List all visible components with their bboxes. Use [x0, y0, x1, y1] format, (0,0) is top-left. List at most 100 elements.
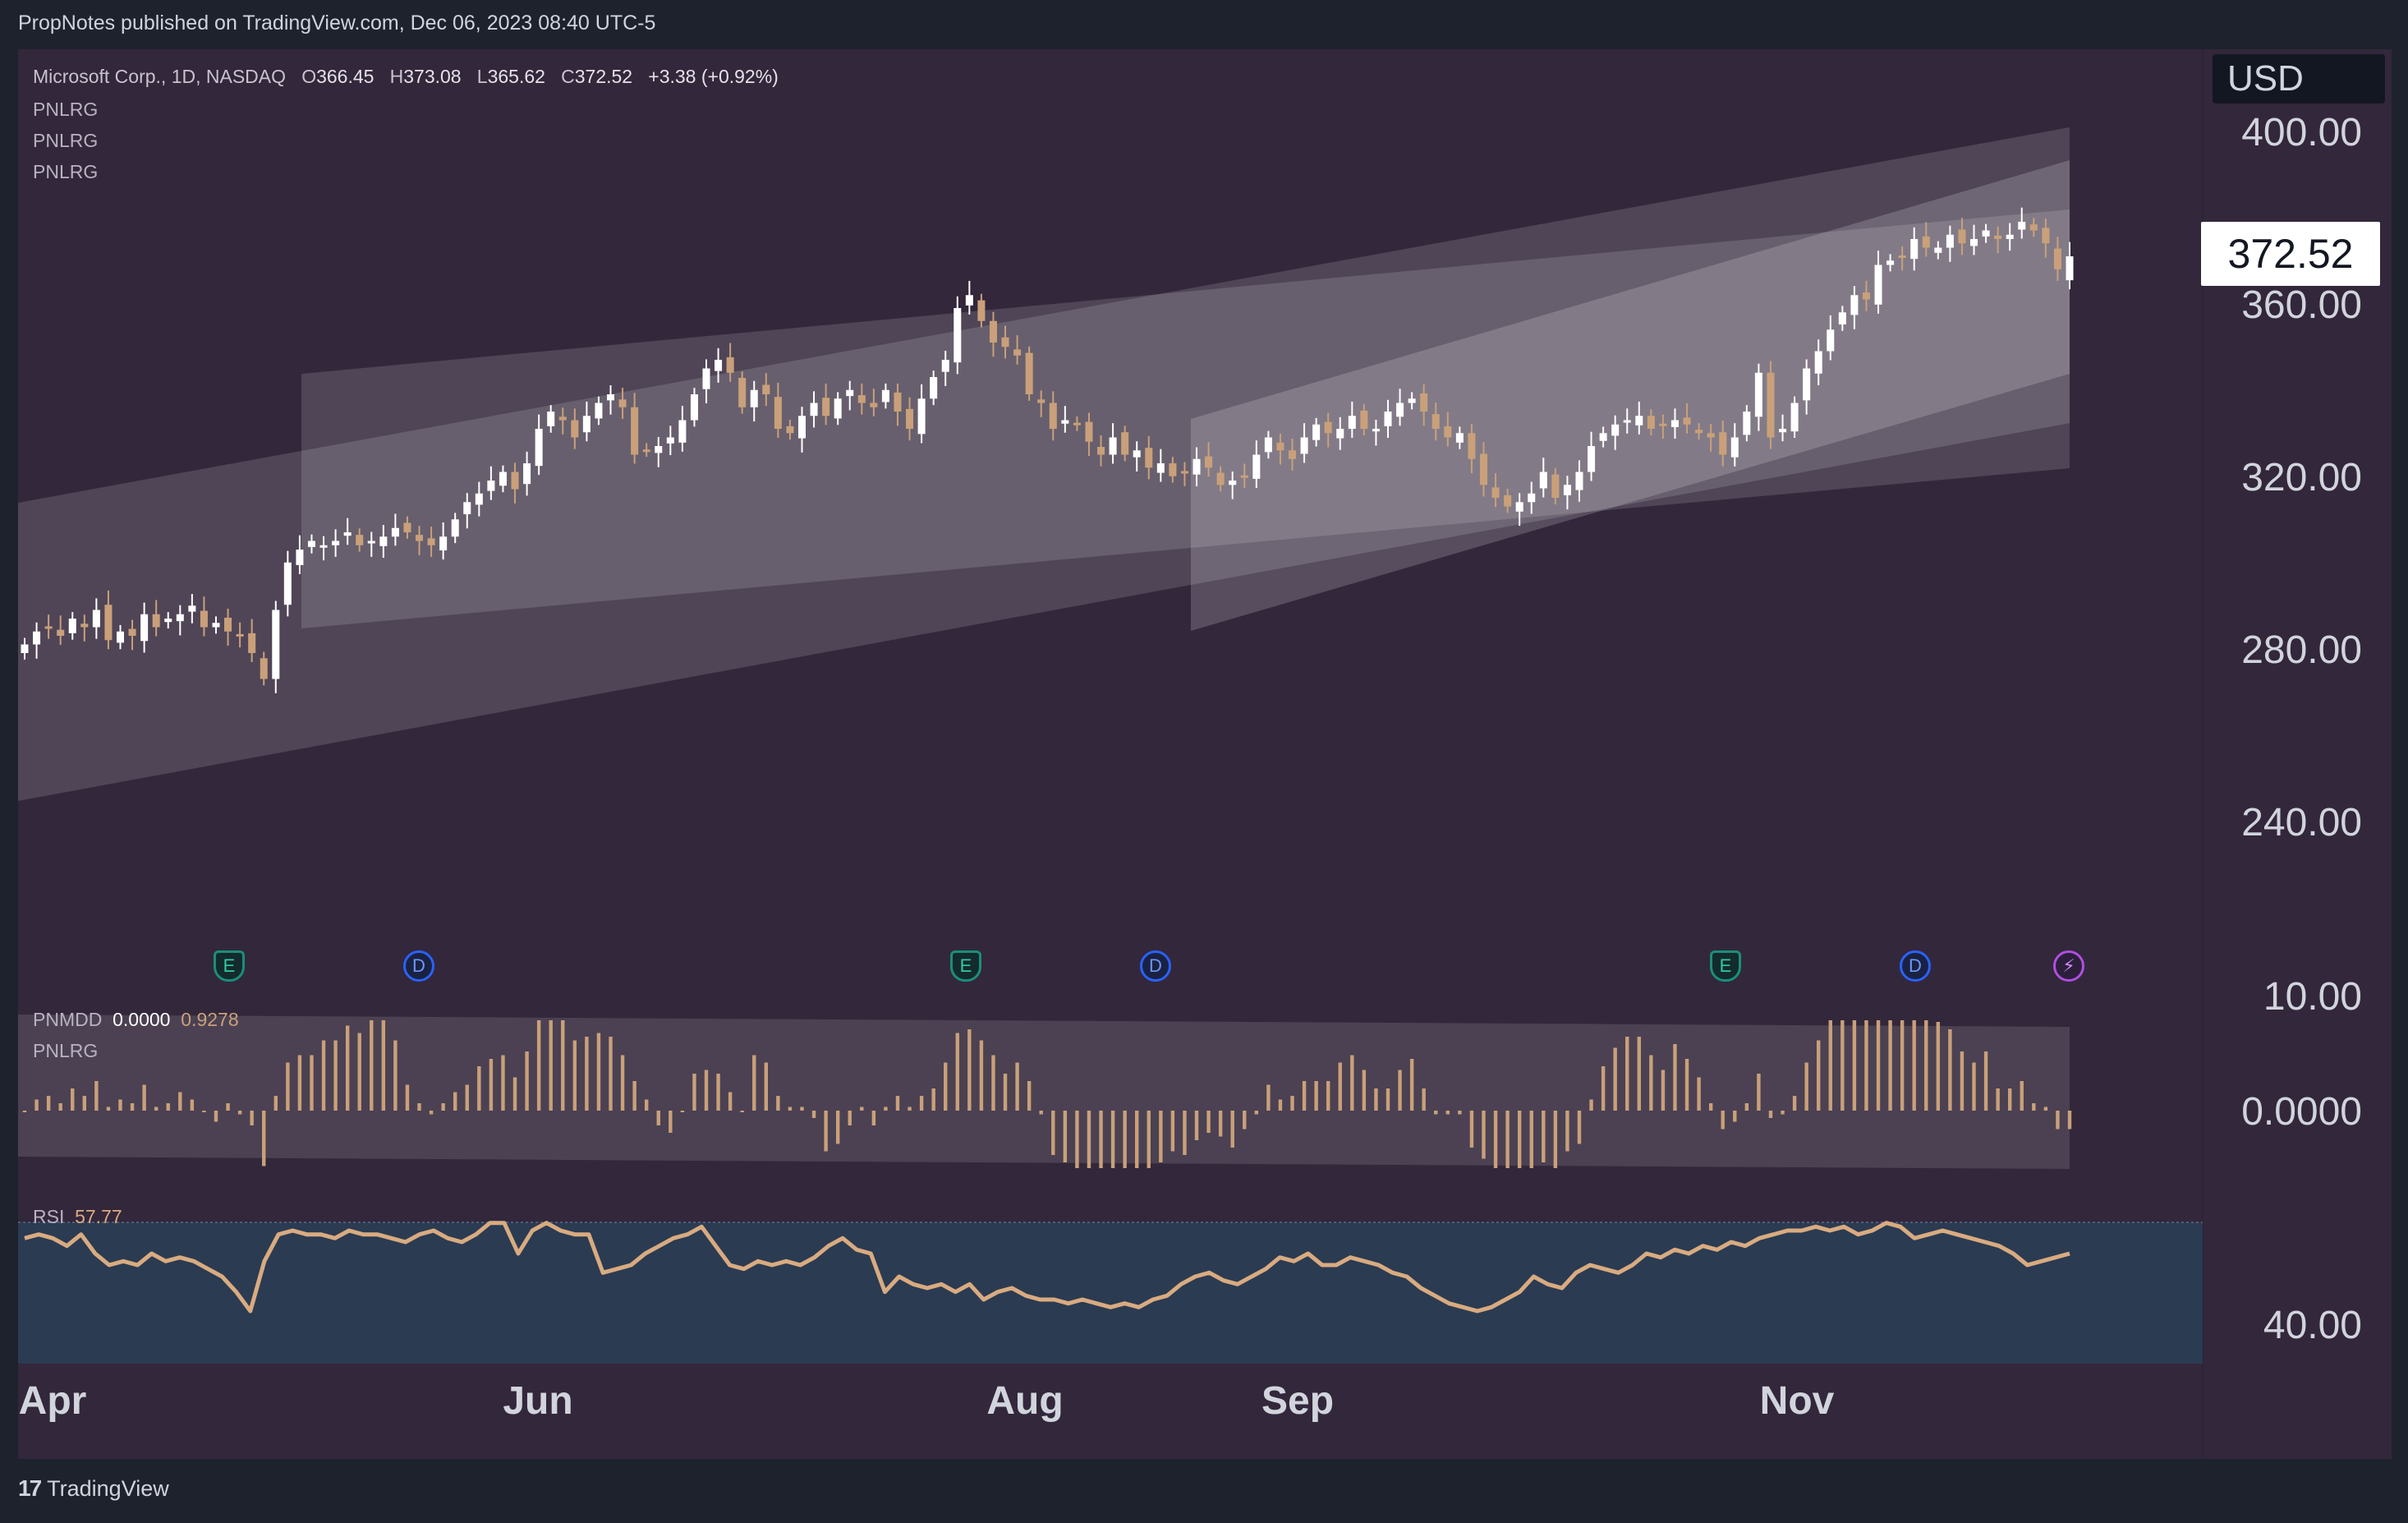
candle-body	[1635, 416, 1643, 426]
candle-body	[164, 619, 172, 623]
pnmdd-bar	[835, 1111, 840, 1144]
pnmdd-bar	[1912, 1020, 1916, 1111]
dividend-marker[interactable]: D	[403, 950, 434, 982]
pnmdd-bar	[800, 1107, 804, 1111]
candle-body	[152, 614, 160, 628]
currency-label[interactable]: USD	[2213, 54, 2385, 104]
candle-body	[1193, 458, 1201, 475]
candle-body	[236, 633, 244, 637]
pnmdd-bar	[1721, 1111, 1725, 1130]
candle-body	[1097, 447, 1105, 455]
candle-body	[1611, 424, 1620, 436]
candle-body	[1910, 239, 1919, 260]
pnmdd-bar	[2056, 1111, 2060, 1130]
candle-body	[1205, 456, 1213, 468]
time-label-apr: Apr	[18, 1379, 87, 1423]
candle-body	[1838, 312, 1846, 324]
pnmdd-bar	[2067, 1111, 2072, 1130]
indicator-label-2[interactable]: PNLRG	[33, 130, 99, 151]
pnmdd-bar	[154, 1107, 159, 1111]
rsi-legend[interactable]: RSI 57.77	[33, 1206, 122, 1228]
price-tick-360: 360.00	[2241, 283, 2362, 327]
candle-body	[1372, 429, 1380, 432]
pnmdd-bar	[609, 1037, 613, 1111]
dividend-marker[interactable]: D	[1140, 950, 1171, 982]
pnmdd-bar	[405, 1084, 410, 1111]
pnmdd-bar	[297, 1055, 302, 1111]
pnmdd-bar	[1314, 1081, 1318, 1111]
candle-body	[797, 416, 806, 439]
split-marker[interactable]: ⚡	[2053, 950, 2084, 982]
candle-body	[1455, 433, 1464, 443]
price-tick-280: 280.00	[2241, 628, 2362, 672]
pnmdd-value2: 0.9278	[181, 1009, 239, 1030]
candle-body	[1013, 349, 1022, 356]
candle-body	[272, 610, 280, 679]
regression-channel-mid	[301, 209, 2070, 628]
candle-body	[1384, 412, 1392, 426]
candle-body	[846, 389, 854, 397]
pnmdd-bar	[1924, 1020, 1928, 1111]
pnmdd-legend[interactable]: PNMDD 0.0000 0.9278	[33, 1009, 239, 1031]
pnmdd-bar	[1565, 1111, 1569, 1152]
pnmdd-bar	[525, 1051, 529, 1111]
earnings-marker[interactable]: E	[950, 950, 981, 982]
dividend-marker[interactable]: D	[1900, 950, 1931, 982]
pnmdd-sub-indicator[interactable]: PNLRG	[33, 1040, 99, 1061]
pnmdd-bar	[1876, 1020, 1881, 1111]
candle-body	[343, 532, 352, 536]
time-label-nov: Nov	[1759, 1379, 1835, 1423]
candle-body	[642, 449, 650, 453]
pnmdd-bar	[848, 1111, 852, 1125]
candle-body	[1264, 437, 1272, 453]
earnings-marker[interactable]: E	[214, 950, 245, 982]
pnmdd-bar	[1015, 1062, 1019, 1111]
pnmdd-bar	[1708, 1103, 1713, 1111]
pnmdd-bar	[477, 1066, 481, 1111]
candle-body	[1156, 463, 1165, 473]
pnmdd-bar	[561, 1020, 565, 1111]
candle-body	[1886, 260, 1895, 265]
tradingview-footer[interactable]: 17 TradingView	[18, 1475, 169, 1502]
pnmdd-bar	[1888, 1020, 1892, 1111]
pnmdd-bar	[1936, 1022, 1941, 1111]
pnmdd-bar	[465, 1084, 469, 1111]
pnmdd-bar	[669, 1111, 673, 1133]
candle-body	[1396, 403, 1404, 417]
rsi-value: 57.77	[75, 1206, 122, 1227]
pnmdd-bar	[1948, 1029, 1952, 1111]
pnmdd-bar	[34, 1099, 39, 1111]
candle-body	[1420, 393, 1428, 412]
pnmdd-bar	[1661, 1070, 1666, 1111]
pnmdd-bar	[1493, 1111, 1498, 1168]
candle-body	[1695, 430, 1703, 434]
candle-body	[1240, 475, 1248, 478]
candle-body	[1683, 417, 1691, 425]
candle-body	[1109, 437, 1117, 455]
pnmdd-bar	[82, 1096, 87, 1111]
pnmdd-bar	[1577, 1111, 1582, 1144]
candle-body	[499, 472, 507, 486]
candle-body	[1444, 426, 1452, 438]
pnmdd-bar	[1673, 1044, 1677, 1111]
pnmdd-tick-0: 0.0000	[2241, 1090, 2362, 1134]
legend-close: 372.52	[574, 66, 633, 87]
indicator-label-1[interactable]: PNLRG	[33, 99, 99, 120]
candle-body	[44, 626, 53, 629]
pnmdd-bar	[824, 1111, 828, 1152]
candle-body	[1037, 399, 1045, 403]
pnmdd-bar	[931, 1088, 935, 1111]
pnmdd-bar	[429, 1111, 434, 1115]
pnmdd-bar	[273, 1096, 278, 1111]
pnmdd-bar	[310, 1055, 314, 1111]
pnmdd-bar	[1087, 1111, 1091, 1168]
candle-body	[786, 426, 794, 434]
candle-body	[57, 629, 65, 636]
candle-body	[224, 617, 232, 632]
indicator-label-3[interactable]: PNLRG	[33, 161, 99, 182]
pnmdd-bar	[1983, 1051, 1988, 1111]
pnmdd-channel	[18, 1015, 2070, 1169]
earnings-marker[interactable]: E	[1710, 950, 1741, 982]
candle-body	[965, 295, 973, 306]
